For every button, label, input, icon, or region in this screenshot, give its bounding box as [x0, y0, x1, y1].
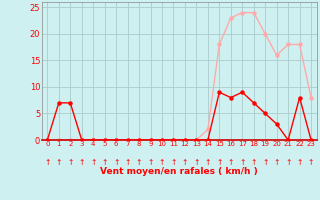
Text: ↑: ↑	[113, 158, 119, 167]
Text: ↑: ↑	[193, 158, 200, 167]
Text: ↑: ↑	[262, 158, 268, 167]
Text: ↑: ↑	[44, 158, 51, 167]
Text: ↑: ↑	[239, 158, 245, 167]
Text: ↑: ↑	[159, 158, 165, 167]
X-axis label: Vent moyen/en rafales ( km/h ): Vent moyen/en rafales ( km/h )	[100, 167, 258, 176]
Text: ↑: ↑	[308, 158, 314, 167]
Text: ↑: ↑	[296, 158, 303, 167]
Text: ↑: ↑	[251, 158, 257, 167]
Text: ↑: ↑	[216, 158, 222, 167]
Text: ↑: ↑	[56, 158, 62, 167]
Text: ↑: ↑	[124, 158, 131, 167]
Text: ↑: ↑	[182, 158, 188, 167]
Text: ↑: ↑	[205, 158, 211, 167]
Text: ↑: ↑	[274, 158, 280, 167]
Text: ↑: ↑	[228, 158, 234, 167]
Text: ↑: ↑	[136, 158, 142, 167]
Text: ↑: ↑	[101, 158, 108, 167]
Text: ↑: ↑	[147, 158, 154, 167]
Text: ↑: ↑	[90, 158, 96, 167]
Text: ↑: ↑	[67, 158, 74, 167]
Text: ↑: ↑	[78, 158, 85, 167]
Text: ↑: ↑	[170, 158, 177, 167]
Text: ↑: ↑	[285, 158, 291, 167]
